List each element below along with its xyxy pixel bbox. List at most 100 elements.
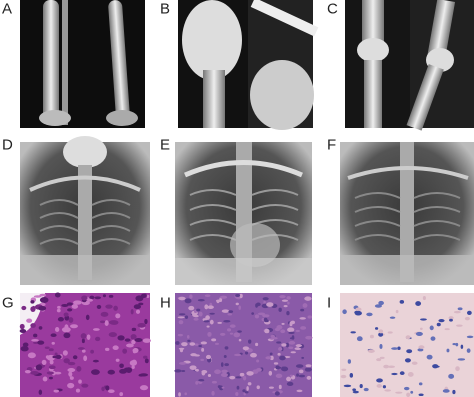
tissue-texture (211, 338, 217, 342)
tissue-texture (281, 343, 287, 347)
tissue-texture (275, 373, 283, 379)
tissue-texture (178, 313, 186, 316)
tissue-texture (384, 389, 392, 392)
tissue-texture (410, 390, 414, 394)
tissue-texture (395, 309, 399, 314)
tissue-texture (244, 391, 249, 394)
tissue-texture (236, 385, 240, 390)
tissue-texture (296, 389, 303, 393)
tissue-texture (369, 334, 374, 339)
tissue-texture (63, 358, 70, 364)
tissue-texture (142, 338, 151, 343)
tissue-texture (227, 328, 232, 332)
tissue-texture (340, 374, 347, 379)
tissue-texture (181, 370, 186, 373)
tissue-texture (119, 363, 124, 369)
tissue-texture (48, 376, 53, 380)
tissue-texture (452, 343, 457, 346)
tissue-texture (405, 335, 411, 340)
tissue-texture (177, 333, 183, 337)
tissue-texture (268, 386, 274, 389)
tissue-texture (237, 330, 242, 333)
tissue-texture (174, 369, 182, 373)
tissue-texture (30, 300, 35, 304)
tissue-texture (276, 325, 283, 330)
tissue-texture (63, 332, 71, 339)
tissue-texture (184, 315, 189, 319)
tissue-texture (306, 375, 312, 380)
tissue-texture (209, 312, 215, 315)
tissue-texture (438, 318, 445, 323)
tissue-texture (92, 359, 99, 363)
tissue-texture (382, 385, 387, 389)
tissue-texture (126, 343, 134, 348)
tissue-texture (192, 313, 197, 317)
tissue-texture (137, 322, 146, 328)
tissue-texture (178, 361, 187, 365)
tissue-texture (139, 385, 149, 391)
tissue-texture (466, 335, 474, 339)
tissue-texture (130, 309, 134, 315)
tissue-texture (46, 371, 54, 375)
tissue-texture (63, 312, 69, 317)
tissue-texture (144, 318, 148, 325)
tissue-texture (229, 375, 236, 380)
tissue-texture (248, 339, 252, 344)
tissue-texture (255, 342, 259, 347)
tissue-texture (288, 340, 296, 345)
tissue-texture (220, 372, 228, 377)
tissue-texture (78, 379, 82, 384)
tissue-texture (276, 341, 282, 344)
tissue-texture (42, 376, 48, 382)
tissue-texture (444, 328, 450, 331)
tissue-texture (144, 358, 149, 364)
tissue-texture (67, 367, 76, 373)
tissue-texture (81, 338, 85, 344)
tissue-texture (449, 318, 453, 322)
tissue-texture (418, 345, 425, 349)
tissue-texture (466, 348, 471, 353)
tissue-texture (279, 355, 286, 361)
tissue-texture (417, 348, 424, 352)
tissue-texture (178, 296, 186, 301)
tissue-texture (67, 382, 75, 389)
tissue-texture (269, 352, 273, 356)
tissue-texture (104, 320, 109, 327)
tissue-texture (219, 295, 228, 299)
tissue-texture (270, 334, 276, 338)
tissue-texture (406, 392, 411, 397)
tissue-texture (283, 304, 288, 308)
tissue-texture (256, 359, 260, 363)
tissue-texture (235, 302, 239, 306)
tissue-texture (219, 385, 224, 391)
tissue-texture (80, 333, 87, 339)
tissue-texture (54, 292, 61, 298)
tissue-texture (279, 294, 286, 299)
panel-f-image (340, 142, 474, 285)
tissue-texture (206, 325, 210, 328)
tissue-texture (193, 309, 198, 313)
tissue-texture (366, 312, 373, 317)
tissue-texture (383, 364, 389, 369)
tissue-texture (455, 366, 460, 372)
tissue-texture (194, 368, 199, 372)
tissue-texture (115, 358, 120, 362)
tissue-texture (207, 305, 214, 310)
tissue-texture (38, 389, 43, 395)
tissue-texture (257, 312, 266, 316)
tissue-texture (256, 385, 260, 390)
panel-g-image (19, 292, 151, 397)
tissue-texture (68, 371, 73, 377)
tissue-texture (264, 328, 270, 334)
panel-a-image (20, 0, 145, 128)
tissue-texture (274, 391, 280, 396)
tissue-texture (204, 294, 211, 298)
tissue-texture (211, 380, 217, 384)
tissue-texture (244, 351, 249, 355)
tissue-texture (215, 342, 219, 345)
tissue-texture (242, 389, 246, 393)
tissue-texture (189, 294, 193, 299)
tissue-texture (54, 326, 60, 333)
tissue-texture (280, 329, 286, 334)
